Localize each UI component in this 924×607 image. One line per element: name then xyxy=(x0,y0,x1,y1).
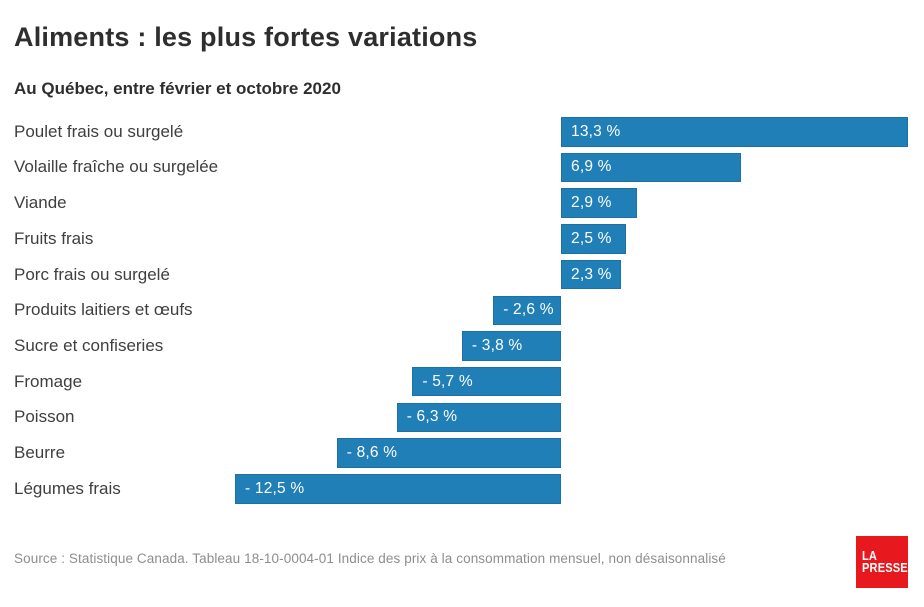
category-label: Viande xyxy=(14,193,67,213)
bar: - 3,8 % xyxy=(461,331,561,361)
category-label: Beurre xyxy=(14,443,66,463)
bar: 2,9 % xyxy=(561,188,637,218)
category-label: Légumes frais xyxy=(14,478,121,498)
bar-value-label: 13,3 % xyxy=(571,122,621,140)
category-label: Fromage xyxy=(14,371,83,391)
bar-value-label: - 2,6 % xyxy=(503,301,554,319)
bar-value-label: 2,3 % xyxy=(571,265,612,283)
bar: 13,3 % xyxy=(561,117,908,147)
bar: - 5,7 % xyxy=(412,366,561,397)
bar-value-label: - 6,3 % xyxy=(406,408,458,426)
chart-subtitle: Au Québec, entre février et octobre 2020 xyxy=(14,79,341,98)
bar: - 2,6 % xyxy=(493,295,561,325)
bar: - 12,5 % xyxy=(235,474,561,504)
bar-value-label: 6,9 % xyxy=(571,158,612,176)
category-label: Porc frais ou surgelé xyxy=(14,264,170,284)
logo-line-1: LA xyxy=(862,548,878,563)
bar: - 8,6 % xyxy=(336,438,561,468)
category-label: Poulet frais ou surgelé xyxy=(14,121,184,141)
category-label: Poisson xyxy=(14,407,75,427)
bar-value-label: - 12,5 % xyxy=(245,479,305,497)
bar-value-label: - 5,7 % xyxy=(422,372,473,390)
bar: 6,9 % xyxy=(561,152,741,183)
logo-line-2: PRESSE xyxy=(862,560,908,575)
bar: - 6,3 % xyxy=(396,402,561,433)
category-label: Sucre et confiseries xyxy=(14,335,164,355)
category-label: Produits laitiers et œufs xyxy=(14,300,193,320)
category-label: Volaille fraîche ou surgelée xyxy=(14,157,219,177)
bar-value-label: 2,9 % xyxy=(571,194,612,212)
bar: 2,3 % xyxy=(561,259,621,290)
lapresse-logo: LA PRESSE xyxy=(856,536,908,588)
category-label: Fruits frais xyxy=(14,228,94,248)
bar-value-label: - 8,6 % xyxy=(346,444,398,462)
source-note: Source : Statistique Canada. Tableau 18-… xyxy=(14,551,726,566)
bar: 2,5 % xyxy=(561,224,627,254)
bar-value-label: 2,5 % xyxy=(571,229,612,247)
bar-value-label: - 3,8 % xyxy=(471,336,523,354)
page-title: Aliments : les plus fortes variations xyxy=(14,22,478,52)
